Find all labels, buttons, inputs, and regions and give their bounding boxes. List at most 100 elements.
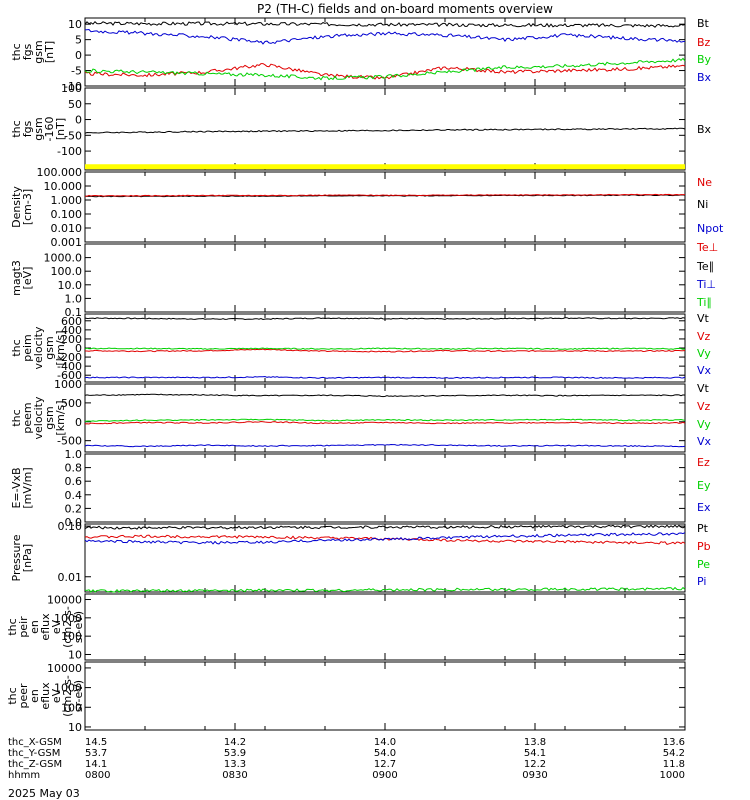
series-bt-line: [84, 20, 686, 28]
y-tick-label: 10.000: [44, 180, 83, 193]
y-tick-label: 0.001: [51, 236, 83, 249]
axis-row-value: 0930: [522, 770, 547, 781]
series-vt-line: [84, 393, 686, 398]
y-axis-label: eV: [50, 619, 63, 634]
legend-6-1: Ey: [697, 479, 711, 492]
y-tick-label: -5: [71, 65, 82, 78]
y-axis-label: gsm: [43, 336, 56, 359]
axis-row-name: hhmm: [8, 770, 40, 781]
axis-row-value: 53.9: [224, 748, 246, 759]
y-axis-label: peem: [21, 402, 34, 433]
series-vx-line: [84, 443, 686, 448]
axis-row-value: 0800: [85, 770, 110, 781]
y-axis-label: gsm: [32, 40, 45, 63]
panels-group: 1050-5-10thcfgsgsm[nT]BtBzByBx100500-50-…: [6, 17, 724, 734]
axis-row-value: 54.0: [374, 748, 396, 759]
legend-7-3: Pi: [697, 575, 706, 588]
y-axis-label: thc: [6, 618, 19, 635]
y-axis-label: gsm: [43, 406, 56, 429]
series-by-line: [84, 57, 686, 81]
y-tick-label: -100: [57, 145, 82, 158]
y-tick-label: 200: [61, 333, 82, 346]
y-tick-label: 0: [75, 49, 82, 62]
legend-2-2: Npot: [697, 222, 724, 235]
axis-row-value: 14.0: [374, 737, 396, 748]
y-tick-label: 10.0: [58, 279, 83, 292]
panel-frame: [84, 243, 686, 313]
y-tick-label: 0.4: [65, 489, 83, 502]
legend-3-0: Te⊥: [696, 241, 718, 254]
y-tick-label: -600: [57, 369, 82, 382]
y-tick-label: 0.6: [65, 475, 83, 488]
series-pe-line: [84, 586, 686, 593]
series-vy-line: [84, 418, 686, 422]
y-tick-label: 100: [61, 630, 82, 643]
panel-6: 1.00.80.60.40.20.0 E=-VxB[mV/m] Ez Ey Ex: [10, 448, 711, 529]
y-tick-label: 10: [68, 721, 82, 734]
date-label: 2025 May 03: [8, 787, 80, 800]
y-axis-label: en: [28, 689, 41, 703]
y-axis-label: velocity: [32, 326, 45, 369]
y-tick-label: 0.100: [51, 208, 83, 221]
y-tick-label: 100: [61, 82, 82, 95]
y-tick-label: -200: [57, 351, 82, 364]
y-tick-label: 0.010: [51, 222, 83, 235]
panel-frame: [84, 453, 686, 523]
y-tick-label: 0: [75, 416, 82, 429]
y-tick-label: 10: [68, 648, 82, 661]
y-tick-label: 10000: [47, 662, 82, 675]
series-vt-line: [84, 317, 686, 321]
y-tick-label: 1000: [54, 378, 82, 391]
y-axis-label: -160: [43, 117, 56, 142]
legend-4-3: Vx: [697, 364, 712, 377]
y-axis-label: [km/s]: [54, 400, 67, 435]
y-tick-label: 10000: [47, 594, 82, 607]
y-tick-label: 100.000: [37, 166, 83, 179]
axis-row-value: 14.2: [224, 737, 246, 748]
y-axis-label: fgs: [21, 120, 34, 137]
y-axis-label: [nT]: [43, 41, 56, 63]
y-tick-label: 1000: [54, 612, 82, 625]
y-axis-label: thc: [10, 409, 23, 426]
y-axis-label: peim: [21, 334, 34, 362]
legend-5-3: Vx: [697, 435, 712, 448]
axis-row-value: 13.6: [663, 737, 685, 748]
axis-row-value: 53.7: [85, 748, 107, 759]
legend-4-2: Vy: [697, 347, 711, 360]
axis-row-value: 13.3: [224, 759, 246, 770]
y-tick-label: 0.1: [65, 306, 83, 319]
y-tick-label: 0: [75, 114, 82, 127]
y-tick-label: 5: [75, 34, 82, 47]
y-tick-label: -10: [64, 80, 82, 93]
y-axis-label: thc: [10, 120, 23, 137]
legend-5-2: Vy: [697, 418, 711, 431]
legend-7-1: Pb: [697, 540, 711, 553]
y-axis-label: (cm2-s-: [61, 675, 74, 717]
legend-5-0: Vt: [697, 382, 710, 395]
y-tick-label: 1000: [54, 682, 82, 695]
y-tick-label: 0.0: [65, 516, 83, 529]
y-axis-label: [cm-3]: [21, 189, 34, 225]
y-tick-label: 0.2: [65, 502, 83, 515]
y-axis-label: Density: [10, 186, 23, 228]
legend-4-1: Vz: [697, 330, 711, 343]
y-axis-label: magt3: [10, 260, 23, 296]
axis-row-value: 11.8: [663, 759, 685, 770]
y-axis-label: (cm2-s-: [61, 606, 74, 648]
y-axis-label: eflux: [39, 613, 52, 641]
series-pt-line: [84, 524, 686, 530]
series-vz-line: [85, 348, 686, 353]
y-axis-label: sr-eV): [72, 611, 85, 643]
series-vx-line: [84, 375, 686, 379]
y-axis-label: peer: [17, 683, 30, 709]
axis-row-value: 0830: [222, 770, 247, 781]
y-tick-label: -500: [57, 435, 82, 448]
y-axis-label: thc: [10, 339, 23, 356]
axis-row-value: 14.5: [85, 737, 107, 748]
panel-9: 10000 1000 100 10 thcpeerenefluxeV(cm2-s-sr-…: [6, 661, 686, 734]
